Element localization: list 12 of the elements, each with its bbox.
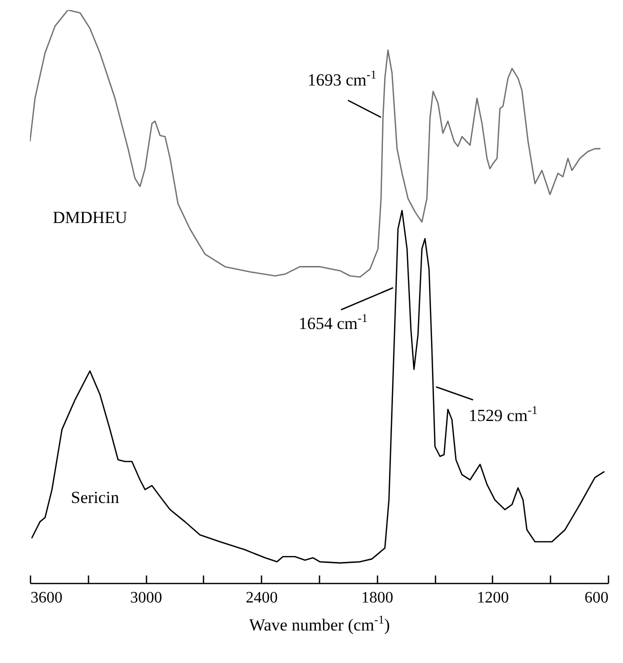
x-tick-label: 600 xyxy=(584,590,608,606)
x-tick-label: 3600 xyxy=(30,590,62,606)
annotation: 1654 cm$^{-1}$ xyxy=(298,310,368,333)
x-axis-title: Wave number (cm$^{-1}$) xyxy=(249,612,390,634)
x-tick-label: 1800 xyxy=(361,590,394,606)
x-tick-label: 3000 xyxy=(130,590,162,606)
annotation: 1529 cm$^{-1}$ xyxy=(468,402,538,425)
x-tick-label: 2400 xyxy=(246,590,278,606)
annotation: 1693 cm$^{-1}$ xyxy=(307,67,376,90)
x-tick-label: 1200 xyxy=(476,590,509,606)
series-label: Sericin xyxy=(70,488,120,507)
series-label: DMDHEU xyxy=(52,208,128,227)
